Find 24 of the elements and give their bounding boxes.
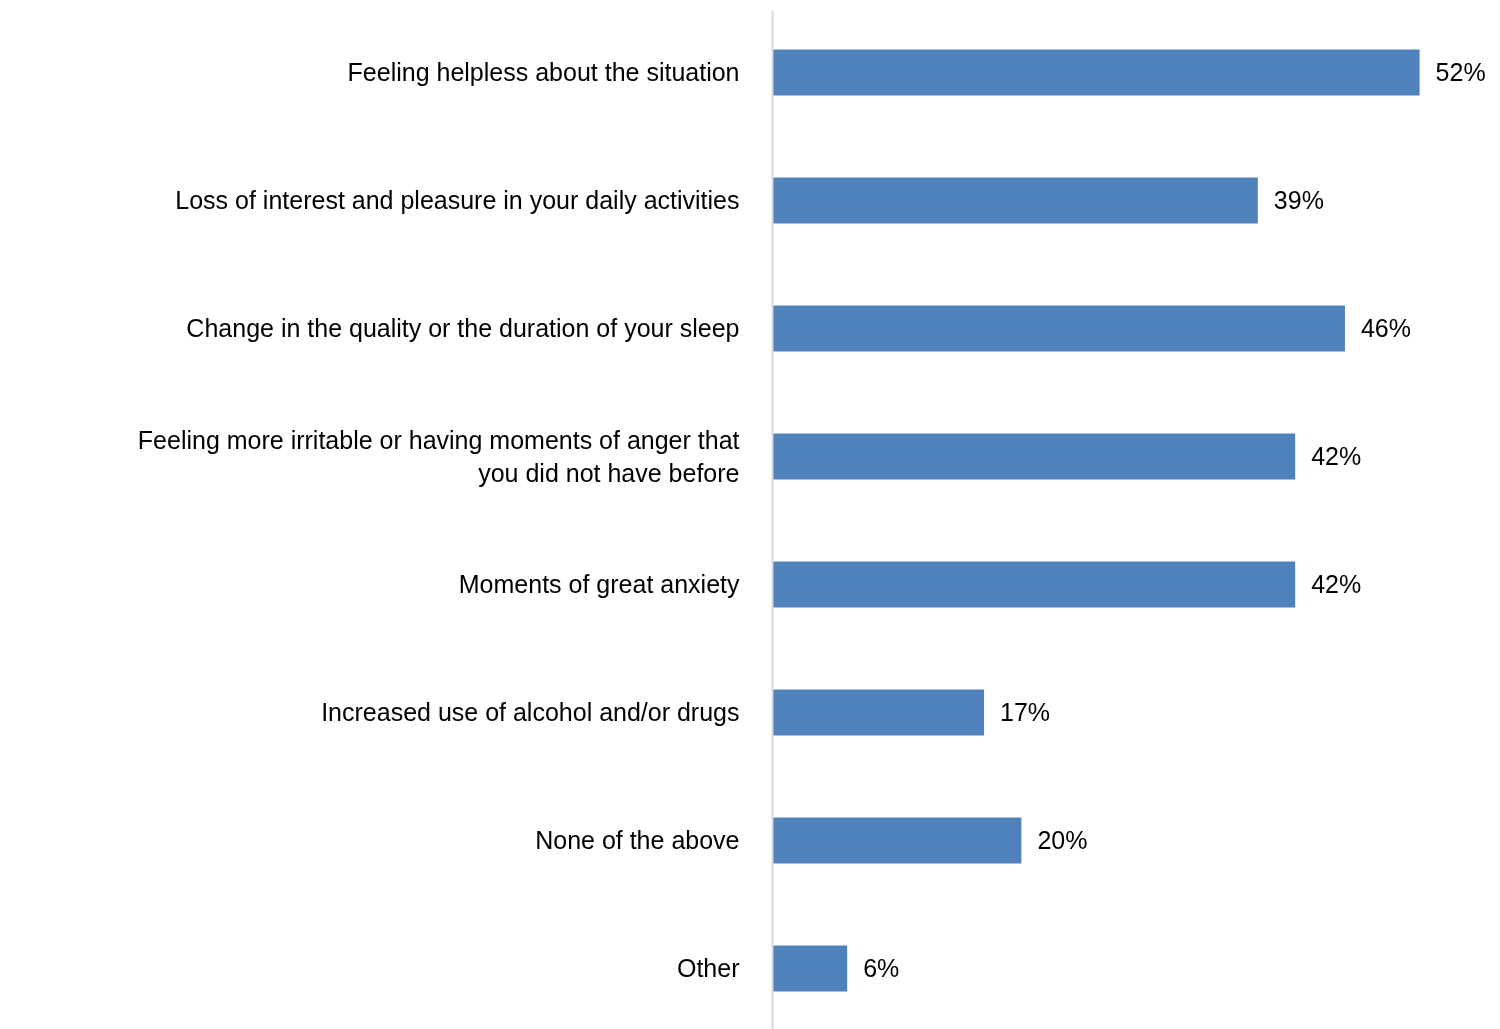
bar [772,305,1345,352]
y-tick-label: Change in the quality or the duration of your sleep [186,314,740,343]
data-label: 46% [1360,314,1411,343]
data-label: 17% [1000,698,1051,727]
data-label: 42% [1311,442,1362,471]
bar [772,945,848,992]
bar [772,49,1420,96]
data-label: 20% [1037,826,1088,855]
y-tick-label: Feeling more irritable or having moments of anger that you did not have before [137,425,740,488]
bar [772,561,1296,608]
bar [772,689,985,736]
y-tick-label: Increased use of alcohol and/or drugs [321,698,740,727]
bar [772,177,1258,224]
y-tick-label: Feeling helpless about the situation [347,58,740,87]
data-label: 39% [1273,186,1324,215]
y-tick-label: Other [676,954,740,983]
data-label: 42% [1311,570,1362,599]
data-label: 6% [863,954,900,983]
data-label: 52% [1435,58,1486,87]
y-tick-label: Moments of great anxiety [458,570,740,599]
bar [772,817,1022,864]
bar [772,433,1296,480]
y-tick-label: None of the above [535,826,740,855]
y-tick-label: Loss of interest and pleasure in your daily activities [175,186,740,215]
